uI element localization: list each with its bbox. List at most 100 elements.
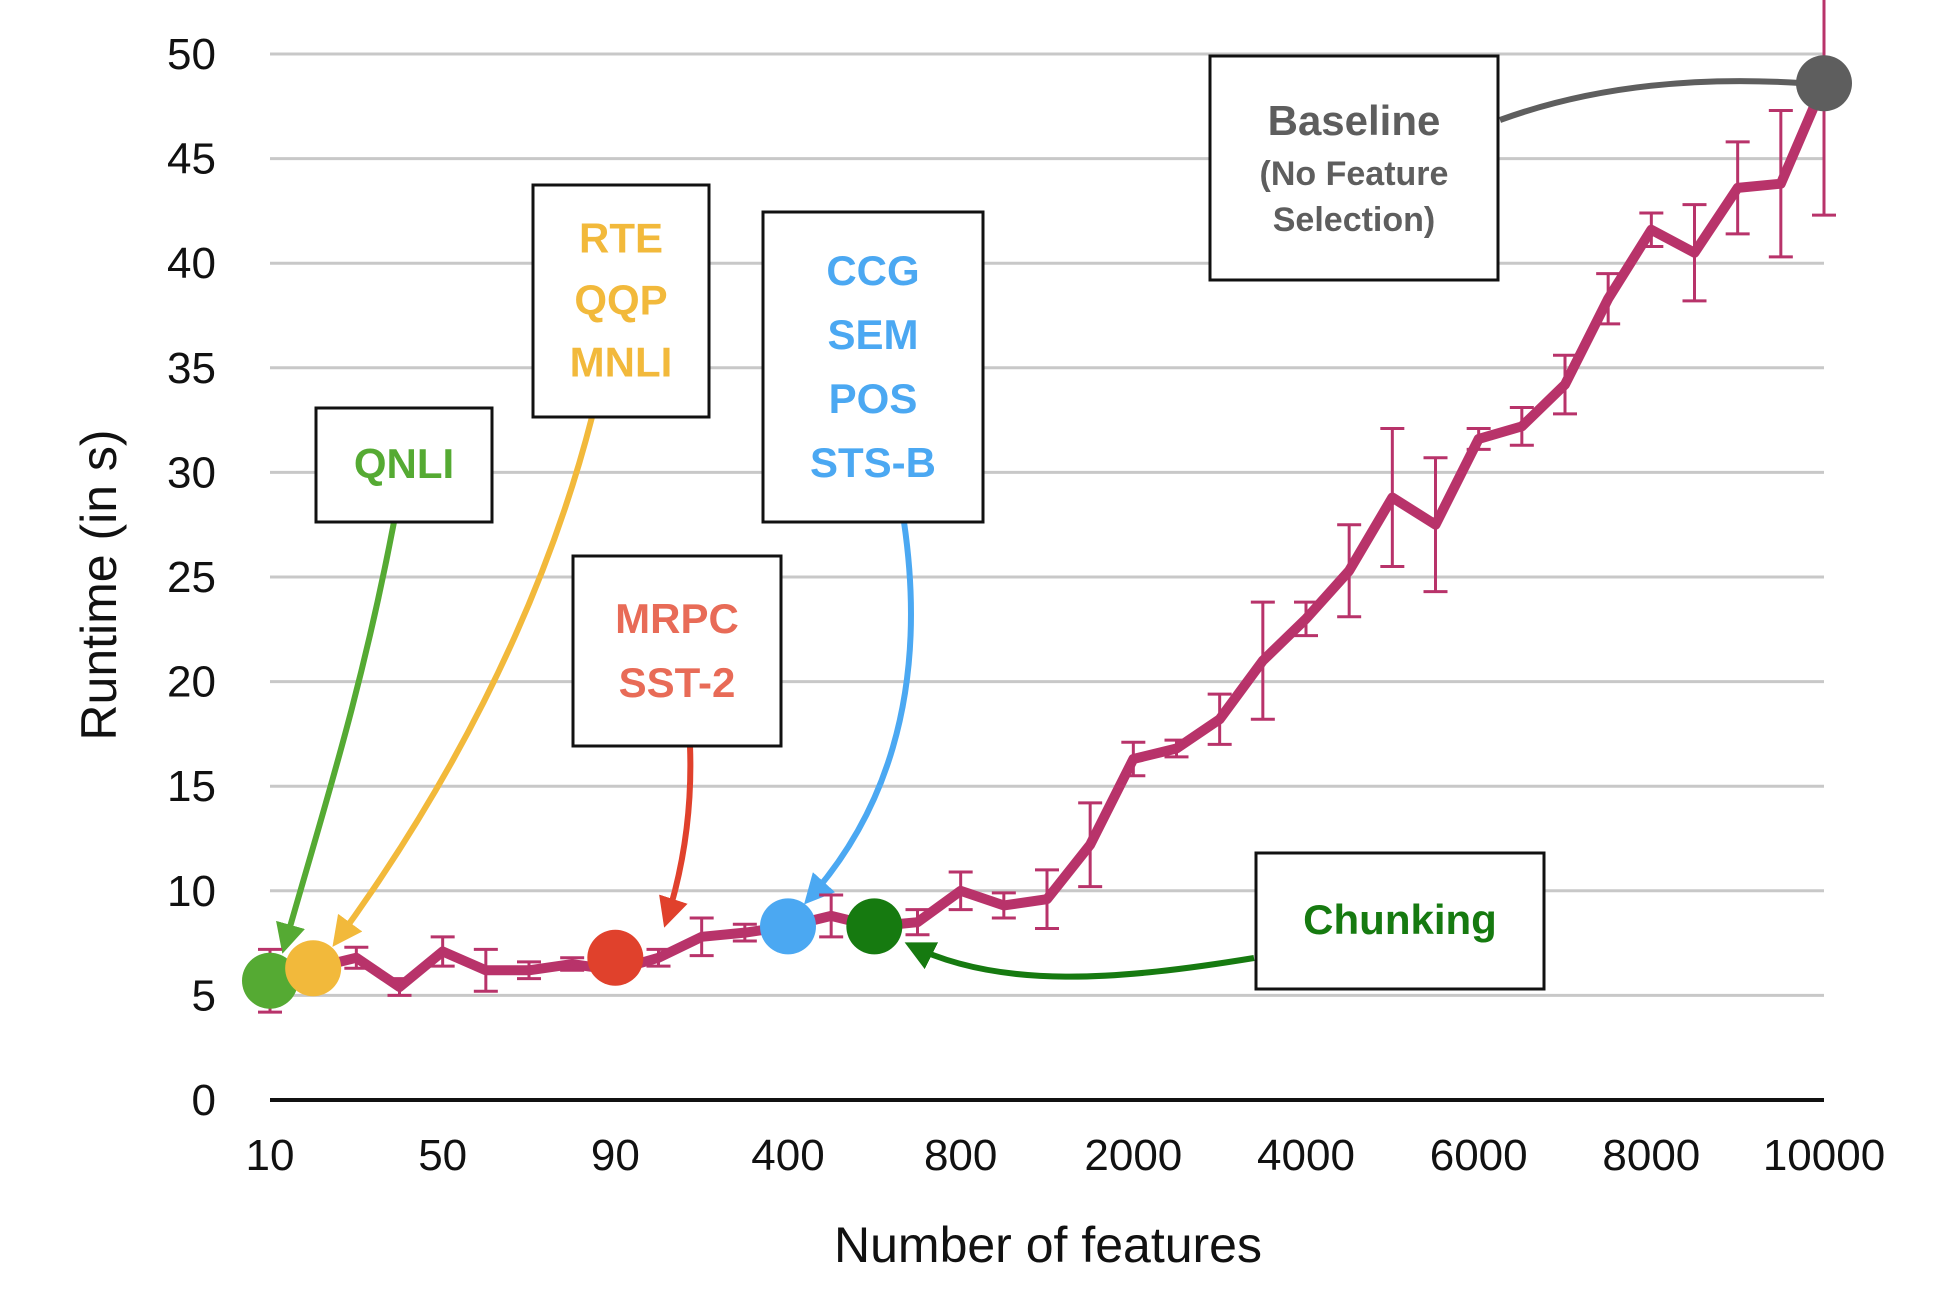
data-point — [656, 955, 661, 960]
annotation-label: QNLI — [354, 440, 454, 487]
data-point — [1735, 185, 1740, 190]
data-point — [1304, 616, 1308, 621]
y-tick-label: 40 — [167, 239, 216, 288]
y-tick-label: 10 — [167, 867, 216, 916]
annotation-box — [1254, 851, 1546, 991]
x-axis-title: Number of features — [834, 1217, 1262, 1273]
arrow-baseline — [1498, 78, 1801, 123]
data-point — [354, 955, 359, 960]
annotation-label: Baseline — [1268, 97, 1441, 144]
data-point — [915, 920, 920, 925]
arrow-mrpc — [659, 745, 694, 928]
annotation-box — [1208, 54, 1500, 282]
annotation-label: RTE — [579, 215, 663, 262]
marker-ccg — [760, 898, 816, 955]
x-tick-label: 2000 — [1084, 1131, 1182, 1180]
x-tick-label: 90 — [591, 1131, 640, 1180]
annotation-sublabel: Selection) — [1273, 201, 1435, 239]
x-tick-label: 4000 — [1257, 1131, 1355, 1180]
annotation-label: CCG — [826, 247, 919, 294]
annotation-label: POS — [829, 375, 918, 422]
y-tick-label: 25 — [167, 553, 216, 602]
x-tick-label: 10000 — [1763, 1131, 1885, 1180]
data-point — [1606, 296, 1611, 301]
annotation-label: STS-B — [810, 439, 936, 486]
data-point — [1519, 424, 1524, 429]
annotation-chunking: Chunking — [1254, 851, 1546, 991]
y-axis-title: Runtime (in s) — [71, 429, 127, 740]
annotation-label: MNLI — [570, 339, 673, 386]
x-tick-label: 50 — [418, 1131, 467, 1180]
annotation-boxes: QNLI RTE QQP MNLI MRPC SST-2 CCG SEM POS STS-B Chu… — [314, 54, 1546, 991]
data-point — [1476, 436, 1481, 441]
data-point — [1563, 382, 1567, 387]
data-point — [1390, 495, 1395, 500]
data-point — [440, 949, 445, 954]
axes: 10 50 90 400 800 2000 4000 6000 8000 10000 — [246, 1098, 1885, 1180]
annotation-label: SST-2 — [619, 659, 736, 706]
data-point — [1778, 181, 1783, 186]
data-point — [829, 913, 834, 918]
annotation-ccg: CCG SEM POS STS-B — [761, 210, 985, 524]
arrow-rte — [332, 416, 595, 947]
data-point — [1347, 568, 1352, 573]
y-tick-label: 5 — [192, 971, 216, 1020]
annotation-label: QQP — [574, 277, 667, 324]
x-tick-label: 400 — [751, 1131, 824, 1180]
gridlines: 0 5 10 15 20 25 30 35 40 45 50 — [167, 30, 1824, 1125]
data-point — [1088, 842, 1093, 847]
annotation-box — [531, 183, 711, 419]
data-point — [1433, 522, 1438, 527]
data-point — [570, 962, 575, 967]
annotation-box — [571, 554, 783, 748]
annotation-box — [761, 210, 985, 524]
y-tick-label: 15 — [167, 762, 216, 811]
marker-qnli — [242, 952, 298, 1009]
arrow-chunking — [904, 942, 1255, 980]
x-tick-label: 10 — [246, 1131, 295, 1180]
y-tick-label: 50 — [167, 30, 216, 79]
annotation-arrows — [276, 78, 1801, 980]
data-point — [958, 888, 963, 893]
data-point — [699, 934, 704, 939]
annotation-label: SEM — [827, 311, 918, 358]
x-tick-label: 8000 — [1602, 1131, 1700, 1180]
marker-baseline — [1796, 55, 1852, 112]
data-point — [1131, 757, 1136, 762]
annotation-box — [314, 406, 494, 524]
marker-mrpc — [587, 929, 644, 986]
annotation-baseline: Baseline (No Feature Selection) — [1208, 54, 1500, 282]
y-tick-label: 30 — [167, 448, 216, 497]
y-tick-label: 0 — [192, 1076, 216, 1125]
dataset-markers — [242, 55, 1852, 1009]
data-point — [1649, 227, 1654, 232]
annotation-label: MRPC — [615, 595, 739, 642]
data-point — [742, 930, 747, 935]
data-point — [1045, 897, 1049, 902]
x-tick-label: 800 — [924, 1131, 997, 1180]
data-point — [397, 985, 402, 990]
data-point — [1174, 746, 1179, 751]
data-point — [1260, 658, 1265, 663]
annotation-rte: RTE QQP MNLI — [531, 183, 711, 419]
x-tick-label: 6000 — [1430, 1131, 1528, 1180]
series-line-runtime — [265, 78, 1829, 993]
y-tick-label: 20 — [167, 658, 216, 707]
annotation-sublabel: (No Feature — [1260, 155, 1449, 193]
annotation-qnli: QNLI — [314, 406, 494, 524]
series-runtime — [258, 0, 1836, 1014]
data-point — [483, 968, 488, 973]
data-point — [1217, 717, 1222, 722]
data-point — [1001, 903, 1006, 908]
data-point — [1692, 250, 1697, 255]
annotation-mrpc: MRPC SST-2 — [571, 554, 783, 748]
y-tick-label: 35 — [167, 344, 216, 393]
marker-chunking — [846, 898, 903, 955]
data-point — [527, 968, 531, 973]
marker-rte — [285, 940, 342, 997]
annotation-label: Chunking — [1303, 896, 1497, 943]
arrow-qnli — [276, 521, 397, 954]
arrow-ccg — [803, 521, 914, 905]
y-tick-label: 45 — [167, 135, 216, 184]
